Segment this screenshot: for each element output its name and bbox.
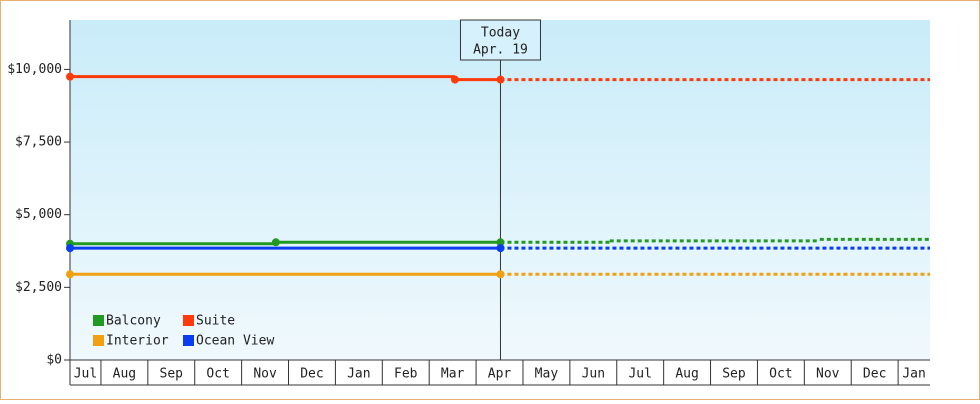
point — [66, 244, 74, 253]
y-tick-label: $7,500 — [15, 135, 62, 150]
point — [271, 238, 280, 247]
x-tick-label: May — [535, 367, 559, 382]
legend-label: Ocean View — [196, 334, 274, 349]
x-tick-label: Sep — [722, 367, 746, 382]
legend-swatch — [183, 315, 194, 326]
x-tick-label: Oct — [206, 367, 229, 382]
point — [496, 244, 505, 253]
legend-swatch — [183, 335, 194, 346]
x-tick-label: Apr — [488, 367, 512, 382]
today-label: Apr. 19 — [473, 43, 528, 58]
x-tick-label: Aug — [113, 367, 136, 382]
x-tick-label: Oct — [769, 367, 792, 382]
y-tick-label: $5,000 — [15, 207, 62, 222]
x-tick-label: Dec — [863, 367, 886, 382]
x-tick-label: Feb — [394, 367, 418, 382]
legend-label: Suite — [196, 314, 235, 329]
legend-swatch — [93, 335, 104, 346]
y-tick-label: $10,000 — [7, 62, 62, 77]
point — [66, 270, 74, 279]
legend-label: Interior — [106, 334, 169, 349]
legend-label: Balcony — [106, 314, 161, 329]
x-tick-label: Nov — [816, 367, 840, 382]
x-tick-label: Jul — [74, 367, 97, 382]
today-label: Today — [481, 26, 520, 41]
point — [496, 75, 505, 84]
x-tick-label: Dec — [300, 367, 323, 382]
x-tick-label: Aug — [675, 367, 698, 382]
x-tick-label: Jul — [628, 367, 651, 382]
x-tick-label: Jan — [347, 367, 370, 382]
today-box — [459, 19, 541, 61]
point — [496, 270, 505, 279]
y-tick-label: $0 — [46, 353, 62, 368]
x-tick-label: Sep — [160, 367, 184, 382]
y-tick-label: $2,500 — [15, 280, 62, 295]
point — [450, 75, 459, 84]
x-tick-label: Nov — [253, 367, 277, 382]
point — [496, 238, 505, 247]
x-tick-label: Jan — [902, 367, 925, 382]
point — [66, 72, 74, 81]
x-tick-label: Jun — [582, 367, 605, 382]
x-tick-label: Mar — [441, 367, 465, 382]
legend-swatch — [93, 315, 104, 326]
